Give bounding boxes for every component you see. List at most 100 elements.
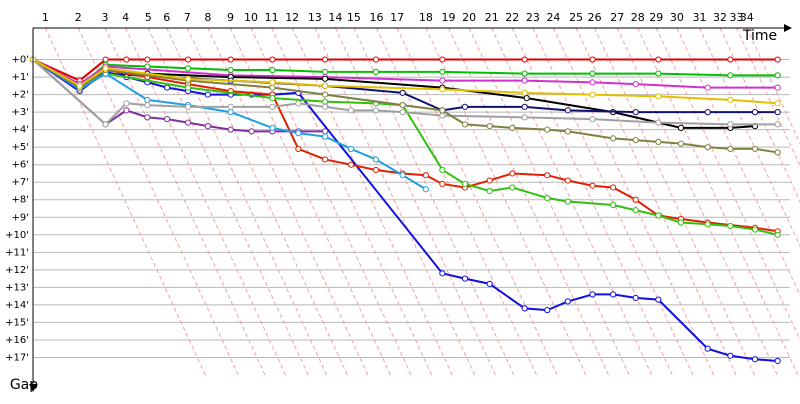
x-tick-label: 18 <box>419 11 433 24</box>
point <box>509 184 516 191</box>
lap-line <box>511 27 673 376</box>
series-line <box>32 58 326 133</box>
point <box>204 123 211 130</box>
point <box>347 145 355 153</box>
lap-line <box>637 27 799 376</box>
point <box>727 222 734 230</box>
point <box>76 82 83 89</box>
y-tick-label: +7' <box>12 177 30 188</box>
point <box>774 84 781 91</box>
point <box>227 56 234 63</box>
point <box>372 107 380 114</box>
point <box>185 103 192 110</box>
lap-line <box>676 27 800 297</box>
point <box>589 182 596 189</box>
lap-line <box>448 27 609 376</box>
point <box>102 65 109 72</box>
y-tick-label: +8' <box>12 195 30 206</box>
lap-line <box>699 27 800 248</box>
point <box>655 296 662 303</box>
point <box>727 96 734 103</box>
lap-line <box>575 27 737 376</box>
x-tick-label: 11 <box>265 11 279 24</box>
point <box>677 124 685 131</box>
x-tick-label: 5 <box>145 11 152 24</box>
lap-line <box>250 27 412 376</box>
x-tick-label: 13 <box>308 11 322 24</box>
lap-line <box>376 27 537 376</box>
y-tick-label: +17' <box>5 352 29 363</box>
y-tick-label: +0' <box>12 55 30 66</box>
lap-line <box>616 27 778 376</box>
point <box>144 56 151 63</box>
x-tick-label: 22 <box>505 11 519 24</box>
point <box>521 77 528 84</box>
point <box>486 280 493 287</box>
point <box>295 130 302 137</box>
series-line <box>32 58 778 236</box>
x-tick-label: 24 <box>546 11 560 24</box>
point <box>727 72 734 79</box>
y-axis-label: Gap <box>10 377 38 393</box>
point <box>751 145 759 153</box>
point <box>521 305 528 312</box>
point <box>399 109 406 116</box>
x-tick-label: 21 <box>485 11 499 24</box>
y-tick-label: +5' <box>12 142 30 153</box>
y-tick-label: +14' <box>5 300 29 311</box>
x-tick-label: 4 <box>122 11 129 24</box>
point <box>751 109 759 116</box>
y-tick-label: +6' <box>12 160 30 171</box>
point <box>322 91 329 98</box>
point <box>185 119 192 126</box>
point <box>521 103 528 110</box>
point <box>439 112 446 119</box>
x-tick-label: 26 <box>588 11 602 24</box>
point <box>185 84 192 91</box>
lap-line <box>736 27 800 167</box>
point <box>589 70 596 77</box>
lap-line <box>746 27 800 145</box>
lap-line <box>594 27 756 376</box>
point <box>564 128 571 135</box>
point <box>123 56 130 63</box>
x-tick-label: 7 <box>184 11 191 24</box>
point <box>677 219 685 226</box>
point <box>774 149 781 156</box>
x-tick-label: 1 <box>42 11 49 24</box>
point <box>677 140 685 147</box>
point <box>372 56 380 63</box>
point <box>102 121 109 128</box>
point <box>399 102 406 109</box>
x-tick-label: 17 <box>390 11 404 24</box>
point <box>589 91 596 98</box>
point <box>486 123 493 130</box>
y-tick-label: +9' <box>12 212 30 223</box>
point <box>727 145 734 153</box>
point <box>751 356 759 363</box>
x-tick-label: 33 <box>730 11 744 24</box>
series-line <box>32 58 778 126</box>
point <box>564 198 571 205</box>
x-tick-label: 2 <box>75 11 82 24</box>
point <box>439 180 446 188</box>
lap-line <box>104 27 266 376</box>
point <box>632 207 639 214</box>
y-tick-label: +16' <box>5 335 29 346</box>
lap-line <box>655 27 800 341</box>
y-tick-label: +10' <box>5 230 29 241</box>
point <box>185 75 192 82</box>
point <box>632 80 639 88</box>
point <box>372 68 380 75</box>
point <box>322 133 329 140</box>
point <box>609 201 617 209</box>
point <box>704 345 711 352</box>
x-tick-label: 28 <box>631 11 645 24</box>
point <box>322 82 329 89</box>
point <box>123 100 130 107</box>
point <box>399 172 406 179</box>
point <box>704 84 711 91</box>
lap-line <box>271 27 433 376</box>
point <box>704 109 711 116</box>
point <box>227 126 234 133</box>
